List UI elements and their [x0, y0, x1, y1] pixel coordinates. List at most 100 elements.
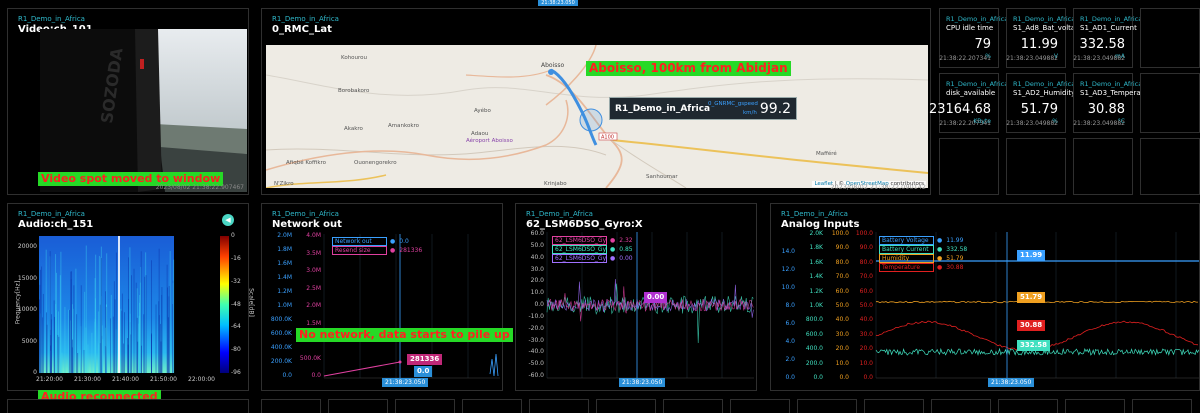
legend-item[interactable]: Battery Voltage ● 11.99	[879, 235, 967, 245]
axis-tick-label: 20000	[17, 243, 37, 250]
spectrogram-streak	[104, 345, 106, 373]
spectrogram-streak	[58, 336, 60, 373]
legend-label: Humidity	[879, 253, 934, 263]
spectrogram-streak	[73, 285, 75, 373]
axis-tick-label: 500.0K	[299, 354, 321, 362]
map-popup[interactable]: R1_Demo_in_Africa 0_GNRMC_gspeed km/h 99…	[609, 97, 797, 120]
axis-tick-label: 2.5M	[306, 284, 321, 292]
stat-tile[interactable]: R1_Demo_in_Africa disk_available 23164.68 K…	[929, 73, 1008, 133]
spectrogram-streak	[160, 341, 162, 373]
legend-item[interactable]: 62_LSM6DSO_Gyro ● 2.32	[552, 235, 633, 245]
leaflet-link[interactable]: Leaflet	[814, 181, 834, 187]
legend-item[interactable]: Resend size ● 281336	[332, 245, 422, 255]
legend-label: Battery Current	[879, 244, 934, 254]
axis-tick-label: 0.0	[534, 301, 544, 308]
legend-item[interactable]: Humidity ● 51.79	[879, 253, 967, 263]
empty-tile	[797, 399, 857, 413]
spectrogram-streak	[54, 316, 56, 373]
spectrogram-streak	[172, 303, 173, 373]
stat-tile[interactable]: R1_Demo_in_Africa S1_AD1_Current 332.58 mA 2…	[1073, 8, 1142, 68]
spectrogram-streak	[120, 308, 122, 373]
place-label: Ouonengorekro	[354, 160, 397, 166]
stat-tag: R1_Demo_in_Africa	[946, 80, 1009, 88]
legend-dot-icon: ●	[610, 254, 616, 262]
spectrogram-streak	[83, 349, 85, 373]
legend-dot-icon: ●	[610, 245, 616, 253]
axis-tick-label: 2.0	[785, 356, 795, 363]
axis-tick-label: 50.0	[835, 302, 849, 309]
osm-link[interactable]: OpenStreetMap	[845, 181, 889, 187]
axis-tick-label: -20.0	[528, 324, 544, 332]
stat-tag: R1_Demo_in_Africa	[1080, 80, 1143, 88]
legend-item[interactable]: Temperature ● 30.88	[879, 262, 967, 272]
axis-tick-label: 0	[231, 232, 235, 239]
axis-tick-label: 21:20:00	[36, 376, 63, 383]
legend-dot-icon: ●	[390, 246, 396, 254]
stat-tile[interactable]: R1_Demo_in_Africa S1_AD3_Temperature 30.88…	[1073, 73, 1155, 133]
spectrogram-streak	[80, 285, 82, 373]
spectrogram-streak	[60, 251, 62, 373]
stat-tile[interactable]: R1_Demo_in_Africa S1_AD2_Humidity 51.79% 21…	[1006, 73, 1075, 133]
axis-tick-label: -96	[231, 369, 241, 376]
axis-tick-label: 40.0	[859, 316, 873, 324]
spectrogram-streak	[121, 310, 123, 373]
gyro-tip: 0.00	[644, 292, 668, 303]
stat-value: 79	[974, 37, 991, 52]
spectrogram-streak	[94, 318, 96, 373]
panel-title: Network out	[272, 219, 342, 230]
spectrogram-streak	[98, 344, 100, 373]
stat-tag: R1_Demo_in_Africa	[1013, 80, 1076, 88]
axis-tick-label: -32	[231, 277, 241, 285]
stat-value: 30.88	[1087, 102, 1125, 117]
spectrogram-streak	[110, 318, 112, 373]
axis-tick-label: 60.0	[859, 287, 873, 295]
place-label: Krinjabo	[544, 181, 567, 187]
legend-label: Resend size	[332, 245, 387, 255]
axis-tick-label: 8.0	[785, 302, 795, 309]
spectrogram-streak	[101, 325, 103, 373]
spectrogram-streak	[106, 304, 107, 373]
axis-tick-label: -16	[231, 254, 241, 262]
stat-value: 11.99	[1020, 37, 1058, 52]
panel-tag: R1_Demo_in_Africa	[18, 210, 85, 218]
gyro-panel: R1_Demo_in_Africa 62_LSM6DSO_Gyro:X 60.0…	[515, 203, 757, 391]
spectrogram-streak	[161, 287, 163, 373]
spectrogram-streak	[144, 276, 146, 373]
spectrogram-streak	[51, 314, 52, 373]
axis-tick-label: 12.0	[781, 266, 795, 273]
place-label: Amankokro	[388, 123, 420, 129]
spectrogram-streak	[173, 259, 175, 373]
stat-tile[interactable]: R1_Demo_in_Africa S1_Ad8_Bat_voltage 11.99…	[1006, 8, 1084, 68]
legend-value: 11.99	[946, 236, 964, 244]
stat-tile[interactable]: R1_Demo_in_Africa CPU idle time 79% 21:38:2…	[939, 8, 1008, 68]
analog-tip: 332.58	[1017, 340, 1051, 351]
axis-tick-label: 20.0	[859, 345, 873, 353]
top-time-tab: 21:38:23.050	[538, 0, 578, 6]
stat-tag: R1_Demo_in_Africa	[1080, 15, 1143, 23]
spectrogram-streak	[72, 308, 74, 373]
legend-item[interactable]: 62_LSM6DSO_Gyro ● 0.00	[552, 253, 633, 263]
legend-item[interactable]: 62_LSM6DSO_Gyro ● 0.85	[552, 244, 633, 254]
axis-tick-label: 15000	[17, 274, 37, 282]
popup-unit: km/h	[743, 110, 757, 116]
legend-item[interactable]: Battery Current ● 332.58	[879, 244, 967, 254]
axis-tick-label: 1.2M	[277, 288, 292, 295]
map-panel: R1_Demo_in_Africa 0_RMC_Lat A100 Kohouro…	[261, 8, 931, 195]
map-view[interactable]: A100 Kohourou Borobakoro Ayébo Akakro Am…	[266, 45, 928, 188]
axis-tick-label: 1.8K	[809, 244, 823, 252]
spectrogram-streak	[133, 268, 135, 373]
axis-tick-label: 0.0	[839, 374, 849, 381]
axis-tick-label: 21:50:00	[150, 376, 177, 383]
legend-label: Network out	[332, 236, 387, 246]
spectrogram-streak	[68, 309, 69, 373]
audio-panel: R1_Demo_in_Africa Audio:ch_151 ◀	[7, 203, 255, 404]
stat-tag: R1_Demo_in_Africa	[1013, 15, 1076, 23]
legend-label: Temperature	[879, 262, 934, 272]
audio-toggle-icon[interactable]: ◀	[222, 214, 234, 226]
legend-item[interactable]: Network out ● 0.0	[332, 236, 422, 246]
video-annotation: Video spot moved to window	[38, 172, 224, 186]
video-frame[interactable]: SOZODA	[40, 29, 247, 192]
network-cursor-time: 21:38:23.050	[382, 378, 429, 387]
spectrogram-streak	[85, 245, 87, 373]
spectrogram-streak	[98, 255, 100, 373]
